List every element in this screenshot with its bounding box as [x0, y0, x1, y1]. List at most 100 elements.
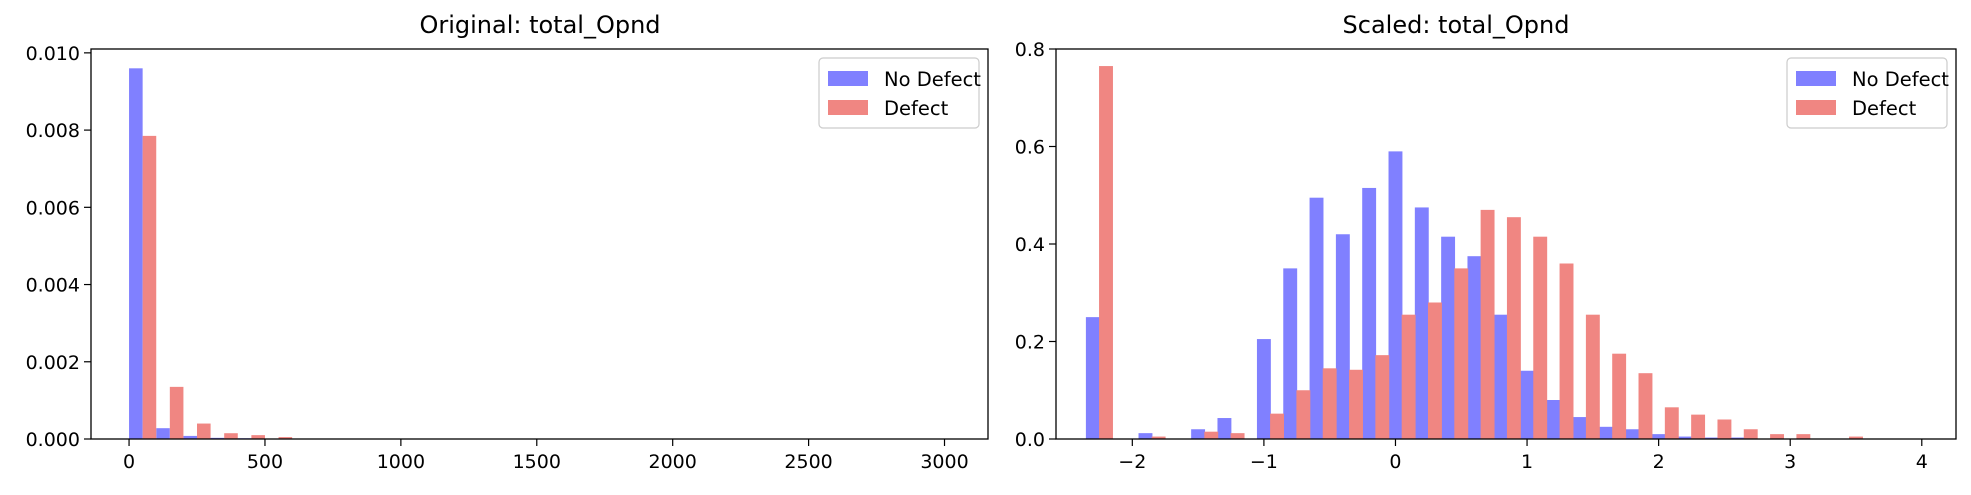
x-tick-label: 1	[1521, 451, 1533, 473]
chart-title-original: Original: total_Opnd	[419, 11, 660, 39]
bar-no-defect	[156, 428, 170, 439]
bar-no-defect	[1520, 370, 1535, 439]
bar-no-defect	[1599, 426, 1613, 439]
bar-defect	[1533, 236, 1548, 439]
bar-defect	[1506, 217, 1521, 439]
bar-no-defect	[1138, 433, 1153, 439]
x-tick-label: 2	[1653, 451, 1665, 473]
x-tick-label: 4	[1916, 451, 1928, 473]
legend-swatch-defect	[828, 100, 868, 115]
chart-original: Original: total_Opnd 0 500 1000 1500 2000 250…	[26, 11, 989, 473]
legend-label-no-defect: No Defect	[884, 68, 981, 91]
bar-no-defect	[1572, 417, 1587, 439]
bar-no-defect	[1191, 429, 1206, 439]
y-tick-label: 0.6	[1015, 137, 1045, 159]
bar-no-defect	[1546, 400, 1561, 439]
bar-no-defect	[1217, 418, 1232, 439]
bar-defect	[1296, 390, 1311, 439]
y-tick-label: 0.002	[26, 352, 80, 374]
legend-scaled: No Defect Defect	[1786, 57, 1949, 129]
bar-no-defect	[1704, 437, 1719, 439]
bar-defect	[1230, 433, 1245, 439]
bar-defect	[1480, 209, 1495, 439]
x-tick-label: −1	[1250, 451, 1278, 473]
x-tick-label: 0	[123, 451, 135, 473]
x-axis-scaled: −2 −1 0 1 2 3 4	[1118, 439, 1928, 473]
bar-no-defect	[1625, 429, 1640, 439]
bar-defect	[224, 433, 238, 439]
x-tick-label: 2500	[784, 451, 832, 473]
y-tick-label: 0.006	[26, 197, 80, 219]
x-tick-label: 3000	[920, 451, 968, 473]
bar-no-defect	[1309, 197, 1324, 439]
x-tick-label: 3	[1784, 451, 1796, 473]
bar-defect	[1849, 436, 1863, 439]
bar-defect	[1770, 434, 1785, 440]
bar-no-defect	[129, 68, 143, 439]
x-axis-original: 0 500 1000 1500 2000 2500 3000	[123, 439, 969, 473]
bar-defect	[1204, 431, 1219, 439]
y-tick-label: 0.4	[1015, 234, 1045, 256]
bar-defect	[1612, 353, 1627, 439]
legend-original: No Defect Defect	[818, 57, 981, 129]
x-tick-label: 2000	[649, 451, 697, 473]
plot-frame-original	[90, 48, 989, 440]
bar-defect	[278, 437, 293, 439]
x-tick-label: 1000	[377, 451, 425, 473]
y-tick-label: 0.8	[1015, 39, 1045, 61]
x-tick-label: 0	[1389, 451, 1401, 473]
bar-no-defect	[1085, 317, 1100, 440]
legend-label-no-defect: No Defect	[1852, 68, 1949, 91]
y-tick-label: 0.010	[26, 43, 80, 65]
x-tick-label: 500	[247, 451, 283, 473]
bar-no-defect	[1283, 268, 1298, 440]
x-tick-label: −2	[1118, 451, 1146, 473]
legend-swatch-no-defect	[828, 71, 868, 86]
bar-defect	[142, 135, 157, 439]
bar-defect	[1585, 314, 1600, 439]
bar-defect	[1151, 436, 1166, 439]
bar-defect	[1427, 302, 1442, 439]
bar-defect	[1638, 373, 1653, 439]
y-tick-label: 0.000	[26, 429, 80, 451]
bar-defect	[1099, 66, 1113, 439]
y-tick-label: 0.2	[1015, 332, 1045, 354]
chart-scaled: Scaled: total_Opnd −2 −1 0 1 2 3 4 0.00.20.40.…	[1015, 11, 1957, 473]
bar-defect	[1664, 407, 1679, 439]
bar-no-defect	[1441, 236, 1456, 439]
bar-no-defect	[1362, 187, 1377, 439]
bar-defect	[1375, 355, 1390, 439]
bar-no-defect	[1677, 436, 1692, 439]
bar-defect	[1349, 369, 1363, 439]
bar-defect	[169, 386, 184, 439]
y-axis-original: 0.000 0.002 0.004 0.006 0.008 0.010	[26, 43, 91, 451]
bars-scaled	[1085, 66, 1863, 440]
y-tick-label: 0.008	[26, 120, 80, 142]
chart-title-scaled: Scaled: total_Opnd	[1343, 11, 1570, 39]
bars-original	[129, 68, 293, 439]
bar-defect	[1717, 419, 1732, 439]
plot-frame-scaled	[1055, 48, 1957, 440]
bar-no-defect	[1651, 434, 1666, 440]
legend-label-defect: Defect	[1852, 97, 1917, 120]
bar-defect	[1270, 413, 1285, 439]
legend-swatch-no-defect	[1796, 71, 1836, 86]
bar-no-defect	[1335, 234, 1350, 439]
y-tick-label: 0.004	[26, 275, 80, 297]
bar-defect	[1691, 414, 1706, 440]
bar-defect	[1322, 368, 1337, 439]
bar-no-defect	[1256, 339, 1271, 439]
bar-defect	[1559, 263, 1574, 439]
y-axis-scaled: 0.0 0.2 0.4 0.6 0.8	[1015, 39, 1056, 451]
x-tick-label: 1500	[513, 451, 561, 473]
legend-label-defect: Defect	[884, 97, 949, 120]
bar-no-defect	[1493, 314, 1508, 439]
bar-defect	[1454, 268, 1469, 440]
bar-no-defect	[1414, 207, 1429, 439]
bar-no-defect	[183, 435, 198, 439]
bar-defect	[1743, 429, 1758, 439]
bar-defect	[1796, 434, 1811, 440]
legend-swatch-defect	[1796, 100, 1836, 115]
bar-no-defect	[1730, 437, 1745, 439]
